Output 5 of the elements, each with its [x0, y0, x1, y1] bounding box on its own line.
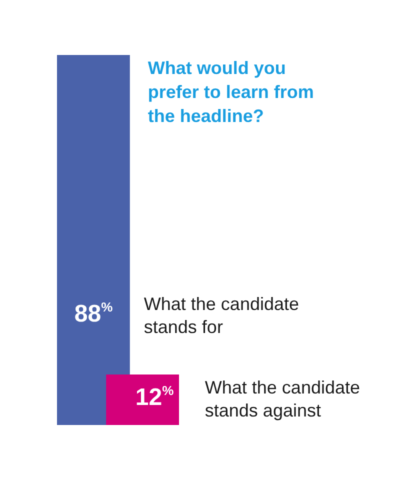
- text: What would you prefer to learn from the headline?: [148, 58, 314, 126]
- data-label: 12%: [135, 383, 174, 412]
- data-label: 88%: [74, 300, 114, 328]
- annotation: What the candidate stands for: [144, 294, 300, 337]
- text: What the candidate stands against: [204, 378, 360, 421]
